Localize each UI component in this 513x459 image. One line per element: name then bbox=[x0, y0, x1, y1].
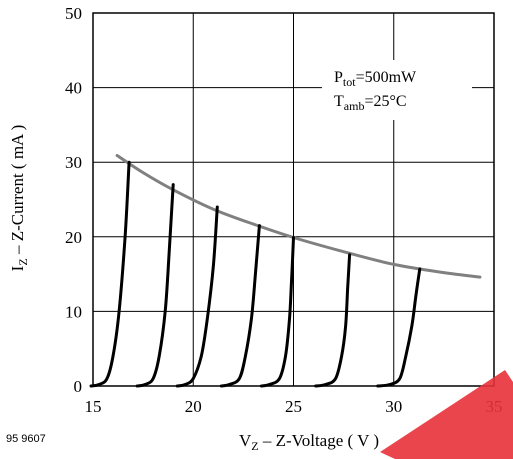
y-tick-label: 50 bbox=[65, 4, 82, 23]
zener-curve-5 bbox=[259, 236, 295, 388]
annotation-box bbox=[322, 60, 472, 120]
annotation-tamb: Tamb=25°C bbox=[334, 93, 407, 113]
zener-curve-7 bbox=[376, 267, 422, 388]
plot-frame bbox=[92, 12, 495, 387]
y-axis-label: IZ – Z-Current ( mA ) bbox=[8, 125, 30, 272]
zener-curve-6 bbox=[314, 253, 352, 388]
annotation-ptot: Ptot=500mW bbox=[334, 69, 417, 89]
zener-curves-group bbox=[89, 160, 422, 388]
zener-curve-1 bbox=[89, 160, 131, 388]
watermark-shape bbox=[380, 370, 513, 459]
zener-curve-4 bbox=[219, 224, 261, 388]
y-tick-label: 30 bbox=[65, 153, 82, 172]
x-tick-label: 30 bbox=[385, 397, 402, 416]
y-tick-label: 0 bbox=[74, 377, 83, 396]
x-tick-label: 25 bbox=[285, 397, 302, 416]
y-tick-label: 20 bbox=[65, 228, 82, 247]
x-tick-label: 20 bbox=[185, 397, 202, 416]
zener-curve-2 bbox=[135, 183, 175, 388]
y-tick-label: 10 bbox=[65, 302, 82, 321]
figure-id: 95 9607 bbox=[6, 433, 46, 445]
y-tick-label: 40 bbox=[65, 79, 82, 98]
x-axis-label: VZ – Z-Voltage ( V ) bbox=[239, 431, 379, 453]
zener-curve-3 bbox=[175, 205, 219, 388]
y-tick-labels: 0 10 20 30 40 50 bbox=[65, 4, 82, 396]
x-tick-label: 15 bbox=[85, 397, 102, 416]
